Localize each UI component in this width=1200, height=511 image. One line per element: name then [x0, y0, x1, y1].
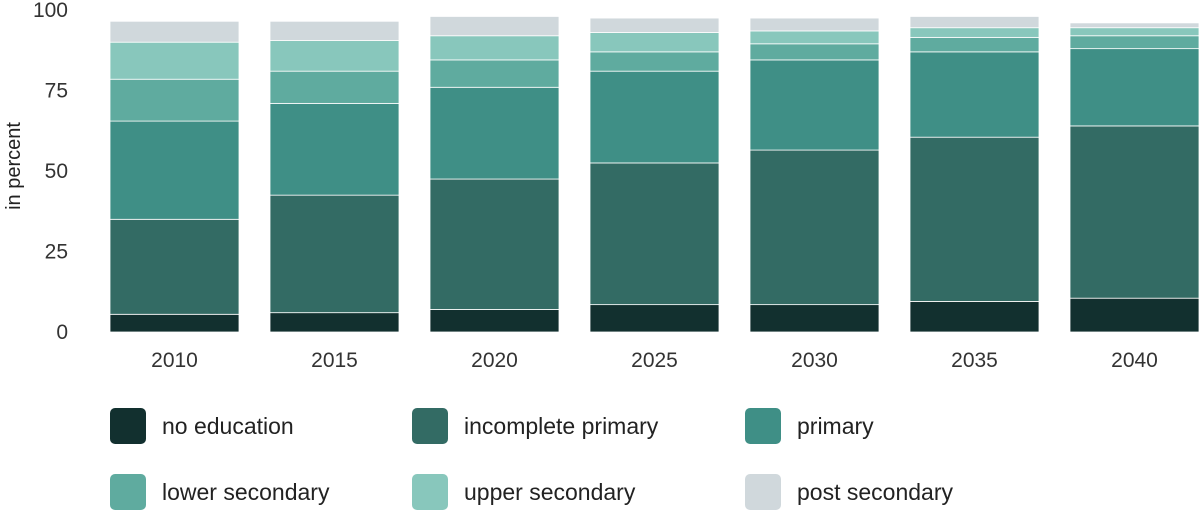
bar-segment: [909, 16, 1040, 29]
bar-segment: [1069, 35, 1200, 50]
x-tick-label: 2035: [951, 349, 998, 372]
bar-segment: [749, 43, 880, 61]
bar-segment: [589, 162, 720, 306]
legend-swatch: [110, 474, 146, 510]
bars: [109, 16, 1200, 333]
bar-segment: [269, 194, 400, 314]
x-tick-label: 2040: [1111, 349, 1158, 372]
legend-swatch: [412, 474, 448, 510]
legend-label: incomplete primary: [464, 412, 659, 439]
bar-segment: [269, 102, 400, 196]
y-axis-ticks: 0 25 50 75 100: [33, 0, 68, 344]
legend-item: incomplete primary: [412, 408, 658, 444]
bar-stack-2025: [589, 17, 720, 333]
bar-segment: [589, 32, 720, 53]
bar-segment: [909, 51, 1040, 138]
legend-swatch: [110, 408, 146, 444]
y-tick-label: 0: [56, 321, 68, 344]
x-tick-label: 2025: [631, 349, 678, 372]
bar-segment: [589, 70, 720, 164]
legend-item: post secondary: [745, 474, 953, 510]
bar-segment: [909, 136, 1040, 302]
bar-stack-2030: [749, 17, 880, 333]
bar-segment: [429, 59, 560, 88]
bar-segment: [269, 70, 400, 104]
bar-segment: [429, 35, 560, 61]
bar-segment: [749, 149, 880, 306]
y-tick-label: 100: [33, 0, 68, 22]
legend-label: lower secondary: [162, 478, 330, 505]
y-tick-label: 75: [45, 80, 68, 103]
legend-item: no education: [110, 408, 294, 444]
y-tick-label: 50: [45, 160, 68, 183]
bar-segment: [269, 20, 400, 41]
bar-segment: [109, 20, 240, 43]
bar-segment: [429, 178, 560, 310]
bar-segment: [909, 27, 1040, 38]
bar-segment: [109, 313, 240, 333]
bar-segment: [909, 36, 1040, 53]
legend-swatch: [745, 474, 781, 510]
y-axis-title: in percent: [3, 122, 25, 210]
bar-segment: [589, 304, 720, 333]
bar-segment: [749, 30, 880, 45]
legend-label: upper secondary: [464, 478, 636, 505]
bar-segment: [589, 17, 720, 33]
bar-segment: [269, 312, 400, 333]
bar-segment: [429, 16, 560, 37]
x-tick-label: 2020: [471, 349, 518, 372]
bar-segment: [749, 17, 880, 32]
legend-item: upper secondary: [412, 474, 635, 510]
legend-item: primary: [745, 408, 874, 444]
bar-segment: [749, 59, 880, 151]
bar-segment: [1069, 27, 1200, 37]
bar-segment: [109, 78, 240, 122]
x-tick-label: 2030: [791, 349, 838, 372]
bar-segment: [1069, 48, 1200, 127]
y-tick-label: 25: [45, 241, 68, 264]
bar-segment: [1069, 125, 1200, 299]
x-axis-ticks: 2010 2015 2020 2025 2030 2035 2040: [151, 349, 1158, 372]
bar-stack-2035: [909, 16, 1040, 333]
bar-segment: [109, 120, 240, 220]
bar-segment: [109, 41, 240, 80]
legend-swatch: [745, 408, 781, 444]
bar-segment: [269, 40, 400, 72]
legend-label: post secondary: [797, 478, 953, 505]
bar-stack-2040: [1069, 22, 1200, 333]
legend-item: lower secondary: [110, 474, 329, 510]
bar-segment: [109, 218, 240, 315]
bar-segment: [429, 309, 560, 333]
bar-stack-2010: [109, 20, 240, 333]
legend-label: primary: [797, 412, 874, 439]
bar-segment: [429, 86, 560, 180]
legend-label: no education: [162, 412, 294, 439]
bar-stack-2020: [429, 16, 560, 333]
legend-swatch: [412, 408, 448, 444]
x-tick-label: 2015: [311, 349, 358, 372]
bar-segment: [909, 301, 1040, 333]
x-tick-label: 2010: [151, 349, 198, 372]
bar-stack-2015: [269, 20, 400, 333]
bar-segment: [1069, 297, 1200, 333]
bar-segment: [1069, 22, 1200, 29]
bar-segment: [589, 51, 720, 72]
bar-segment: [749, 304, 880, 333]
